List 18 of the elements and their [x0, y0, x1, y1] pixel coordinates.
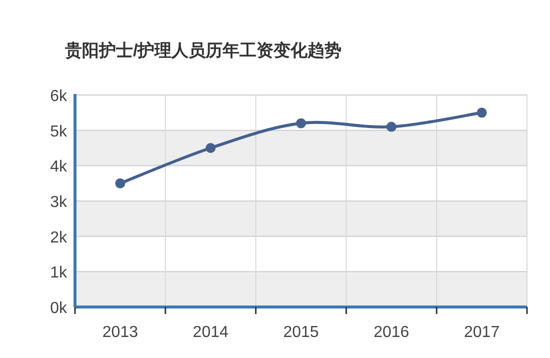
chart-title: 贵阳护士/护理人员历年工资变化趋势 [64, 41, 342, 60]
y-tick-label: 2k [50, 229, 68, 246]
x-tick-label: 2014 [192, 324, 228, 341]
point [386, 122, 396, 132]
y-tick-label: 0k [50, 300, 68, 317]
x-tick-label: 2016 [374, 324, 410, 341]
y-tick-label: 5k [50, 123, 68, 140]
point [296, 118, 306, 128]
y-tick-label: 1k [50, 264, 68, 282]
y-tick-label: 6k [50, 88, 68, 105]
x-tick-label: 2017 [464, 324, 500, 341]
y-tick-label: 3k [50, 194, 68, 211]
x-tick-label: 2015 [283, 324, 319, 341]
point [206, 143, 216, 153]
point [476, 108, 487, 118]
point [115, 178, 126, 188]
y-tick-label: 4k [50, 158, 68, 176]
x-tick-label: 2013 [102, 324, 138, 341]
